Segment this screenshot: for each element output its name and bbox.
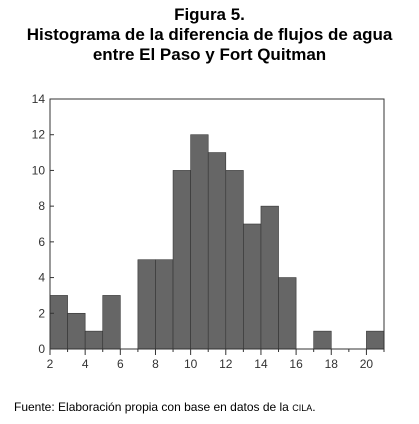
source-note: Fuente: Elaboración propia con base en d… [14,400,316,414]
histogram-bar-8 [155,259,174,350]
y-tick-label-10: 10 [32,163,46,177]
figure-title-block: Figura 5. Histograma de la diferencia de… [0,5,419,65]
y-tick-label-2: 2 [38,306,45,320]
histogram-bar-3 [67,312,86,350]
histogram-bar-11 [207,152,227,350]
x-tick-label-2: 2 [47,357,54,371]
histogram-bar-5 [102,295,121,350]
histogram-bar-9 [172,170,191,350]
x-tick-label-6: 6 [117,357,124,371]
source-org: CILA [292,403,313,413]
x-tick-label-14: 14 [254,357,268,371]
figure-title-line1: Histograma de la diferencia de flujos de… [26,25,393,44]
y-tick-label-0: 0 [38,342,45,356]
figure-label: Figura 5. [174,5,245,24]
histogram-bar-10 [190,134,209,350]
bars-layer [49,134,385,350]
histogram-bar-13 [243,223,262,350]
plot-frame [49,98,385,350]
figure-title-line2: entre El Paso y Fort Quitman [92,45,327,64]
histogram-bar-14 [260,205,279,350]
histogram-bar-17 [313,330,332,350]
histogram-bar-2 [49,295,68,350]
y-tick-label-6: 6 [38,235,45,249]
source-prefix: Fuente: Elaboración propia con base en d… [14,400,293,414]
histogram-bar-4 [84,330,104,350]
x-tick-label-10: 10 [184,357,198,371]
x-tick-label-8: 8 [152,357,159,371]
y-tick-label-14: 14 [32,92,46,106]
x-tick-label-18: 18 [325,357,339,371]
histogram-bar-15 [278,277,297,350]
y-tick-label-8: 8 [38,199,45,213]
histogram-bar-20 [366,330,385,350]
y-tick-label-4: 4 [38,271,45,285]
y-tick-label-12: 12 [32,128,46,142]
x-tick-label-16: 16 [289,357,303,371]
histogram-bar-7 [137,259,156,350]
x-tick-label-12: 12 [219,357,233,371]
x-tick-label-20: 20 [360,357,374,371]
x-tick-label-4: 4 [82,357,89,371]
source-suffix: . [312,400,316,414]
histogram-bar-12 [225,170,244,350]
